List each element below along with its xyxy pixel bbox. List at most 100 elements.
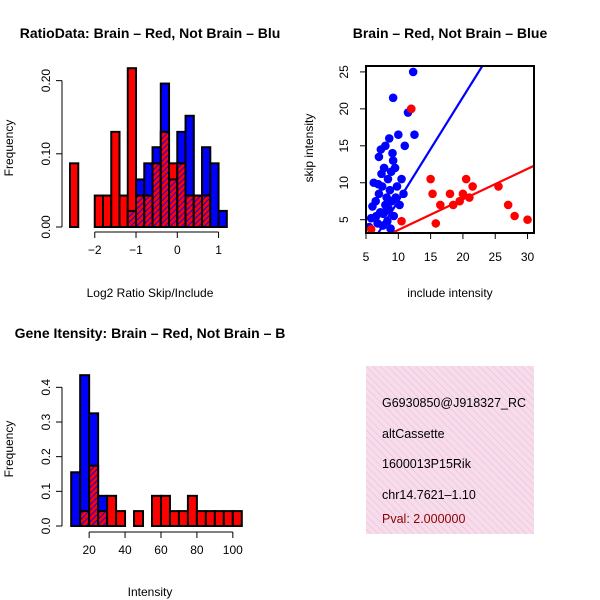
histogram-bar [168, 510, 180, 527]
ratio-histogram-bars [69, 67, 228, 229]
y-tick-label: 10 [337, 176, 351, 190]
not-brain-point [381, 206, 391, 216]
not-brain-point [399, 189, 408, 199]
y-tick-label: 0.4 [39, 379, 53, 396]
y-tick-label: 0.10 [39, 142, 53, 166]
intensity-histogram-panel: Gene Itensity: Brain – Red, Not Brain – … [2, 325, 285, 599]
histogram-bar [186, 494, 198, 527]
histogram-overlap-bar [143, 194, 154, 228]
y-tick-label: 20 [337, 102, 351, 116]
not-brain-point [388, 93, 398, 103]
brain-point [461, 174, 471, 184]
scatter-plot-area: 5 10 15 20 25 30 5 10 15 20 25 [337, 65, 535, 264]
histogram-bar [110, 130, 121, 228]
brain-point [445, 189, 455, 199]
x-tick-label: 0 [174, 243, 181, 257]
info-panel: G6930850@J918327_RC altCassette 1600013P… [366, 366, 534, 534]
brain-point [503, 200, 513, 210]
y-tick-label: 0.3 [39, 413, 53, 430]
x-tick-label: 15 [424, 250, 438, 264]
brain-point [431, 219, 441, 228]
histogram-bar [209, 162, 220, 228]
info-box-background [366, 366, 534, 534]
histogram-overlap-bar [126, 209, 138, 228]
histogram-bar [70, 471, 82, 527]
histogram-bar [133, 510, 145, 527]
y-tick-label: 0.0 [39, 517, 53, 534]
y-tick-label: 0.00 [39, 215, 53, 239]
brain-point [366, 225, 376, 233]
histogram-overlap-bar [184, 194, 195, 228]
histogram-bar [115, 510, 127, 527]
x-tick-label: 100 [223, 543, 243, 557]
not-brain-point [390, 163, 400, 173]
intensity-histogram-bars [70, 374, 243, 528]
not-brain-point [377, 169, 386, 179]
brain-point [397, 216, 406, 226]
scatter-xlabel: include intensity [407, 286, 492, 300]
brain-point [523, 215, 532, 224]
info-probe-id: G6930850@J918327_RC [382, 396, 526, 410]
intensity-scatter-panel: Brain – Red, Not Brain – Blue 5 10 15 20 25 3… [302, 25, 547, 300]
x-tick-label: 40 [118, 543, 132, 557]
not-brain-point [388, 148, 397, 158]
histogram-bar [213, 510, 225, 527]
histogram-bar [222, 510, 234, 527]
histogram-bar [106, 494, 118, 527]
x-tick-label: 10 [392, 250, 406, 264]
brain-point [468, 182, 477, 191]
histogram-overlap-bar [159, 130, 171, 228]
not-brain-point [373, 179, 383, 189]
not-brain-point [374, 152, 384, 162]
histogram-bar [204, 510, 216, 527]
ratio-histogram-xlabel: Log2 Ratio Skip/Include [87, 286, 214, 300]
not-brain-point [383, 174, 393, 184]
x-tick-label: −1 [129, 243, 143, 257]
not-brain-point [384, 134, 394, 143]
histogram-bar [217, 209, 228, 228]
not-brain-point [383, 216, 392, 226]
histogram-bar [93, 194, 105, 228]
histogram-bar [151, 494, 162, 527]
ratio-histogram-title: RatioData: Brain – Red, Not Brain – Blu [20, 25, 281, 41]
ratio-histogram-axes: −2 −1 0 1 0.00 0.10 0.20 [39, 69, 222, 257]
not-brain-point [381, 141, 390, 151]
intensity-histogram-title: Gene Itensity: Brain – Red, Not Brain – … [15, 325, 286, 341]
not-brain-point [386, 224, 395, 233]
scatter-title: Brain – Red, Not Brain – Blue [353, 25, 548, 41]
scatter-frame [365, 65, 535, 234]
histogram-overlap-bar [135, 194, 146, 228]
histogram-overlap-bar [151, 162, 162, 228]
info-location: chr14.7621–1.10 [382, 488, 476, 502]
not-brain-point [371, 196, 380, 206]
histogram-bar [126, 67, 138, 229]
histogram-overlap-bar [201, 194, 212, 228]
not-brain-point [408, 67, 418, 77]
y-tick-label: 0.20 [39, 69, 53, 93]
scatter-data-layer [366, 66, 534, 233]
histogram-overlap-bar [88, 464, 100, 527]
info-gene: 1600013P15Rik [382, 457, 472, 471]
intensity-histogram-ylabel: Frequency [2, 421, 16, 478]
histogram-overlap-bar [97, 510, 109, 527]
not-brain-point [410, 130, 419, 140]
histogram-overlap-bar [79, 510, 91, 527]
brain-point [436, 200, 445, 210]
not-brain-point [400, 141, 410, 151]
brain-point [458, 189, 468, 199]
intensity-histogram-xlabel: Intensity [128, 585, 173, 599]
ratio-histogram-panel: RatioData: Brain – Red, Not Brain – Blu … [2, 25, 280, 300]
histogram-overlap-bar [176, 162, 187, 228]
not-brain-point [397, 174, 406, 184]
scatter-ylabel: skip intensity [302, 114, 316, 183]
not-brain-point [395, 200, 404, 210]
x-tick-label: −2 [88, 243, 102, 257]
histogram-bar [231, 510, 243, 527]
histogram-overlap-bar [168, 178, 179, 229]
x-tick-label: 5 [363, 250, 370, 264]
y-tick-label: 0.1 [39, 483, 53, 500]
histogram-bar [102, 194, 113, 228]
brain-point [455, 196, 464, 206]
brain-point [465, 193, 474, 202]
x-tick-label: 80 [190, 543, 204, 557]
